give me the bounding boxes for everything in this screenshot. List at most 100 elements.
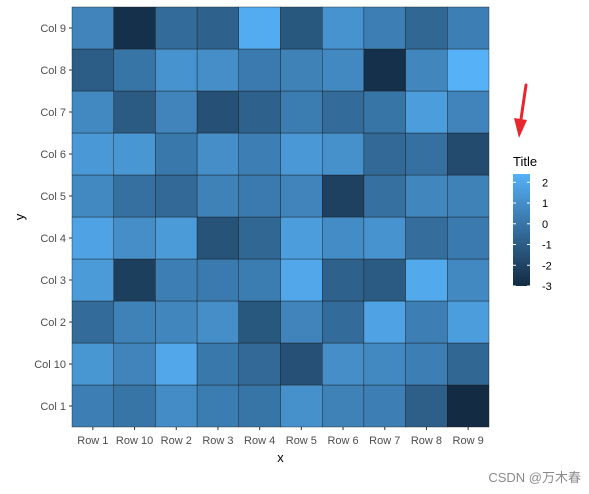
x-axis-ticks: Row 1 Row 10 Row 2 Row 3 Row 4 Row 5 Row 6 Row … [77, 427, 484, 447]
y-axis-ticks: Col 1 Col 10 Col 2 Col 3 Col 4 Col 5 Col 6 Col … [34, 23, 72, 413]
x-tick-label: Row 4 [244, 435, 275, 447]
heatmap-cell [71, 300, 114, 344]
heatmap-cell [280, 258, 323, 302]
heatmap-cell [322, 216, 365, 260]
x-axis-title: x [277, 450, 284, 465]
heatmap-cell [71, 90, 114, 134]
legend-tick-label: -2 [542, 260, 552, 272]
heatmap-cell [405, 6, 448, 50]
heatmap-cell [113, 258, 156, 302]
y-tick-label: Col 5 [40, 191, 66, 203]
legend-colorbar [513, 174, 530, 286]
heatmap-cell [447, 174, 490, 218]
heatmap-cell [280, 48, 323, 92]
heatmap-cell [113, 48, 156, 92]
heatmap-cell [155, 6, 198, 50]
heatmap-cell [238, 6, 281, 50]
heatmap-cell [238, 342, 281, 386]
heatmap-cell [322, 342, 365, 386]
heatmap-cell [322, 48, 365, 92]
heatmap-cell [363, 300, 406, 344]
heatmap-cell [405, 258, 448, 302]
heatmap-cell [238, 132, 281, 176]
heatmap-cell [113, 174, 156, 218]
y-tick-label: Col 3 [40, 275, 66, 287]
heatmap-cell [155, 90, 198, 134]
heatmap-cell [238, 300, 281, 344]
heatmap-cell [113, 384, 156, 428]
heatmap-cell [71, 132, 114, 176]
heatmap-cell [280, 174, 323, 218]
y-axis-title: y [12, 213, 27, 220]
heatmap-cell [280, 216, 323, 260]
heatmap-cell [322, 90, 365, 134]
legend-tick-label: 2 [542, 177, 548, 189]
heatmap-cell [280, 90, 323, 134]
heatmap-cell [322, 6, 365, 50]
x-tick-label: Row 8 [411, 435, 442, 447]
heatmap-cell [71, 6, 114, 50]
x-tick-label: Row 5 [286, 435, 317, 447]
heatmap-cell [71, 258, 114, 302]
y-tick-label: Col 8 [40, 65, 66, 77]
heatmap-cell [196, 342, 240, 386]
heatmap-cell [71, 48, 114, 92]
heatmap-cell [113, 90, 156, 134]
heatmap-cell [405, 342, 448, 386]
heatmap-cell [280, 300, 323, 344]
heatmap-cell [71, 216, 114, 260]
y-tick-label: Col 10 [34, 359, 66, 371]
heatmap-cell [280, 132, 323, 176]
heatmap-cell [238, 258, 281, 302]
heatmap-cell [363, 258, 406, 302]
heatmap-cell [363, 216, 406, 260]
heatmap-cell [322, 300, 365, 344]
legend-tick-label: -1 [542, 240, 552, 252]
x-tick-label: Row 6 [327, 435, 358, 447]
heatmap-cell [196, 258, 240, 302]
y-tick-label: Col 9 [40, 23, 66, 35]
heatmap-cells [71, 6, 490, 428]
x-tick-label: Row 10 [116, 435, 153, 447]
heatmap-cell [238, 384, 281, 428]
heatmap-cell [447, 6, 490, 50]
heatmap-cell [238, 90, 281, 134]
heatmap-cell [322, 384, 365, 428]
heatmap-cell [196, 48, 240, 92]
heatmap-cell [71, 342, 114, 386]
heatmap-cell [196, 132, 240, 176]
heatmap-cell [363, 90, 406, 134]
x-tick-label: Row 2 [161, 435, 192, 447]
legend-ticks: 2 1 0 -1 -2 -3 [513, 177, 552, 293]
heatmap-cell [155, 174, 198, 218]
heatmap-cell [322, 174, 365, 218]
heatmap-cell [447, 132, 490, 176]
heatmap-cell [196, 384, 240, 428]
legend: Title 2 1 0 -1 -2 -3 [513, 154, 552, 293]
legend-tick-label: 1 [542, 198, 548, 210]
heatmap-cell [71, 384, 114, 428]
heatmap-cell [155, 132, 198, 176]
legend-tick-label: 0 [542, 219, 548, 231]
heatmap-cell [280, 384, 323, 428]
heatmap-cell [447, 48, 490, 92]
heatmap-cell [447, 300, 490, 344]
heatmap-cell [196, 90, 240, 134]
heatmap-cell [447, 258, 490, 302]
heatmap-cell [447, 342, 490, 386]
heatmap-cell [363, 384, 406, 428]
heatmap-cell [447, 216, 490, 260]
heatmap-cell [447, 384, 490, 428]
heatmap-cell [405, 300, 448, 344]
heatmap-cell [113, 6, 156, 50]
heatmap-cell [363, 132, 406, 176]
heatmap-cell [155, 300, 198, 344]
y-tick-label: Col 6 [40, 149, 66, 161]
heatmap-cell [447, 90, 490, 134]
heatmap-cell [280, 6, 323, 50]
heatmap-cell [405, 216, 448, 260]
heatmap-cell [405, 384, 448, 428]
x-tick-label: Row 7 [369, 435, 400, 447]
heatmap-cell [155, 48, 198, 92]
